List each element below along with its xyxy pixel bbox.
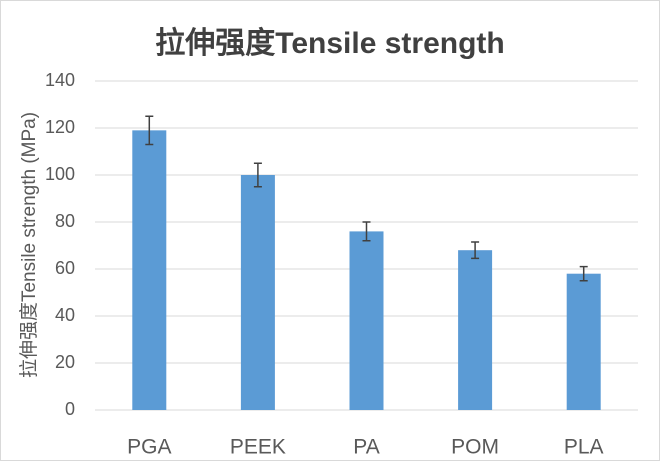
error-bar [145,115,154,146]
chart-title: 拉伸强度Tensile strength [155,26,504,60]
y-tick-label: 120 [45,117,75,137]
y-tick-label: 20 [55,352,75,372]
y-tick-label: 140 [45,70,75,90]
bar [458,250,493,410]
y-tick-label: 0 [65,399,75,419]
y-axis-label: 拉伸强度Tensile strength (MPa) [18,112,40,378]
error-bar [579,265,588,282]
bar [349,231,384,410]
x-tick-label: PEEK [230,436,286,459]
y-tick-label: 40 [55,305,75,325]
bar [240,175,275,410]
x-tick-label: PA [353,436,379,459]
y-tick-label: 80 [55,211,75,231]
bar [566,273,601,410]
error-bar [471,241,480,260]
x-tick-label: POM [451,436,499,459]
y-tick-label: 100 [45,164,75,184]
error-bar [253,162,262,188]
bar [132,130,167,410]
x-tick-label: PLA [564,436,604,459]
y-tick-label: 60 [55,258,75,278]
error-bar [362,221,371,242]
x-tick-label: PGA [127,436,171,459]
